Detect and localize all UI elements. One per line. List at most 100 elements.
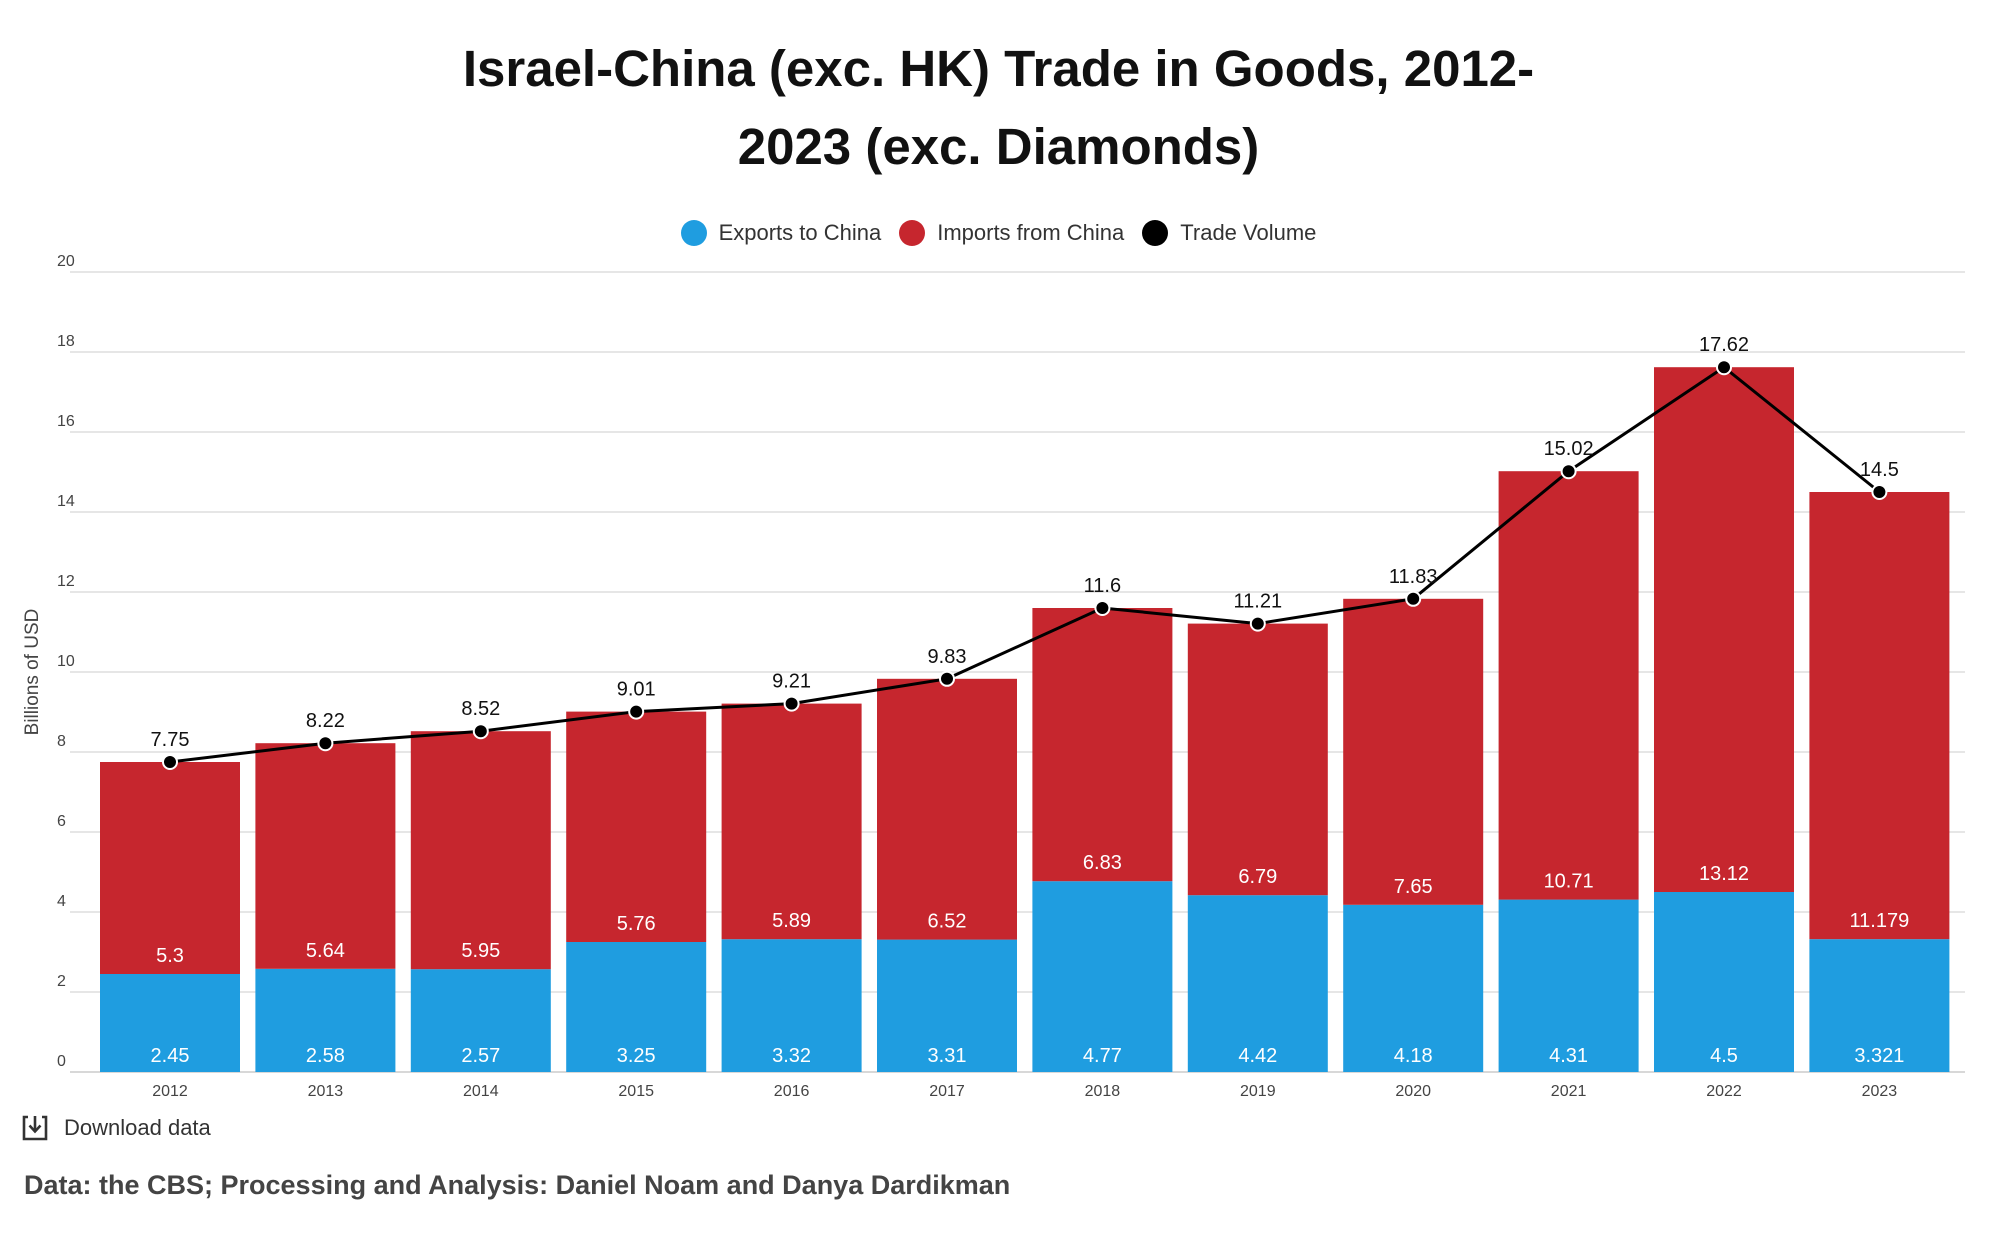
data-label-imports: 6.52 [928,911,967,933]
bar-imports [1343,598,1484,905]
data-label-exports: 4.5 [1710,1045,1738,1067]
data-label-exports: 3.25 [617,1045,656,1067]
legend-label-exports: Exports to China [718,220,882,245]
data-label-imports: 13.12 [1699,863,1749,885]
bar-imports [1654,367,1794,892]
data-label-imports: 5.89 [772,910,811,932]
bar-exports [255,968,396,1072]
y-tick-label: 0 [57,1053,66,1070]
data-label-trade-volume: 7.75 [151,729,190,751]
bar-exports [1498,899,1639,1072]
y-tick-label: 6 [57,813,66,830]
x-tick-label: 2020 [1395,1083,1431,1100]
x-tick-label: 2013 [308,1083,344,1100]
trade-volume-point [472,723,489,740]
y-tick-label: 14 [57,493,75,510]
legend-item-imports[interactable]: Imports from China [899,220,1124,246]
chart-legend: Exports to China Imports from China Trad… [0,220,1997,246]
bar-exports [1343,904,1484,1072]
data-label-exports: 2.45 [151,1045,190,1067]
y-tick-label: 2 [57,973,66,990]
trade-volume-point [162,754,178,770]
bar-exports [410,969,551,1072]
data-label-imports: 6.79 [1238,866,1277,888]
download-icon [22,1115,48,1141]
x-tick-label: 2019 [1240,1083,1276,1100]
legend-item-exports[interactable]: Exports to China [680,220,882,246]
legend-dot-exports [680,220,707,246]
trade-volume-point [1560,463,1577,480]
data-label-imports: 5.76 [617,913,656,935]
data-label-imports: 5.64 [306,940,345,962]
bar-imports [877,678,1017,940]
trade-volume-point [1094,600,1111,616]
y-tick-label: 10 [57,653,75,670]
bar-imports [1498,471,1639,900]
data-label-imports: 11.179 [1850,910,1910,932]
data-label-trade-volume: 11.21 [1234,591,1283,613]
data-label-exports: 3.31 [928,1045,967,1067]
bar-imports [255,743,396,969]
data-label-trade-volume: 11.6 [1084,575,1121,597]
bar-imports [721,703,862,940]
x-tick-label: 2016 [774,1083,810,1100]
x-tick-label: 2014 [463,1083,499,1100]
bar-imports [1187,623,1328,896]
trade-volume-point [1405,590,1422,607]
data-label-trade-volume: 14.5 [1860,459,1899,481]
bar-exports [100,974,240,1072]
data-label-exports: 4.31 [1549,1045,1588,1067]
data-label-trade-volume: 8.22 [306,710,345,732]
y-tick-label: 18 [57,333,75,350]
y-tick-label: 12 [57,573,75,590]
data-label-trade-volume: 15.02 [1544,438,1594,460]
data-label-trade-volume: 11.83 [1389,566,1438,588]
trade-volume-point [1716,359,1732,376]
data-label-exports: 4.42 [1238,1045,1277,1067]
legend-item-trade-volume[interactable]: Trade Volume [1142,220,1316,246]
y-tick-label: 16 [57,413,75,430]
y-axis-label: Billions of USD [22,609,43,736]
data-label-exports: 2.57 [461,1045,500,1067]
trade-volume-point [939,670,955,687]
bar-imports [1032,608,1173,882]
bar-exports [877,939,1017,1072]
bar-imports [100,762,240,974]
data-label-trade-volume: 9.83 [928,646,967,668]
bar-imports [566,711,707,942]
bar-exports [1187,895,1328,1072]
download-data-label: Download data [64,1115,211,1140]
x-tick-label: 2015 [618,1083,654,1100]
bar-exports [1654,892,1794,1072]
x-tick-label: 2018 [1085,1083,1121,1100]
x-tick-label: 2017 [929,1083,965,1100]
data-label-imports: 7.65 [1394,876,1433,898]
y-tick-label: 8 [57,733,66,750]
bar-exports [1809,939,1950,1072]
legend-label-trade-volume: Trade Volume [1180,220,1317,245]
data-label-exports: 4.18 [1394,1045,1433,1067]
trade-volume-point [317,735,334,752]
bar-imports [1809,492,1950,940]
legend-label-imports: Imports from China [937,220,1125,245]
trade-volume-point [1871,484,1888,500]
bar-exports [721,939,862,1072]
legend-dot-trade-volume [1142,220,1169,246]
data-label-imports: 10.71 [1544,871,1594,893]
legend-dot-imports [899,220,926,246]
x-tick-label: 2012 [152,1083,188,1100]
data-label-exports: 3.32 [772,1045,811,1067]
download-data-button[interactable]: Download data [20,1113,211,1143]
data-label-imports: 6.83 [1083,852,1122,874]
source-note: Data: the CBS; Processing and Analysis: … [24,1170,1011,1200]
data-label-trade-volume: 9.01 [617,679,656,701]
data-label-imports: 5.95 [461,940,500,962]
data-label-imports: 5.3 [156,945,184,967]
trade-volume-point [628,703,645,720]
chart-title: Israel-China (exc. HK) Trade in Goods, 2… [0,30,1997,186]
data-label-trade-volume: 17.62 [1699,334,1749,356]
y-tick-label: 4 [57,893,66,910]
bar-exports [1032,881,1173,1072]
data-label-trade-volume: 9.21 [772,671,811,693]
x-tick-label: 2023 [1862,1083,1898,1100]
